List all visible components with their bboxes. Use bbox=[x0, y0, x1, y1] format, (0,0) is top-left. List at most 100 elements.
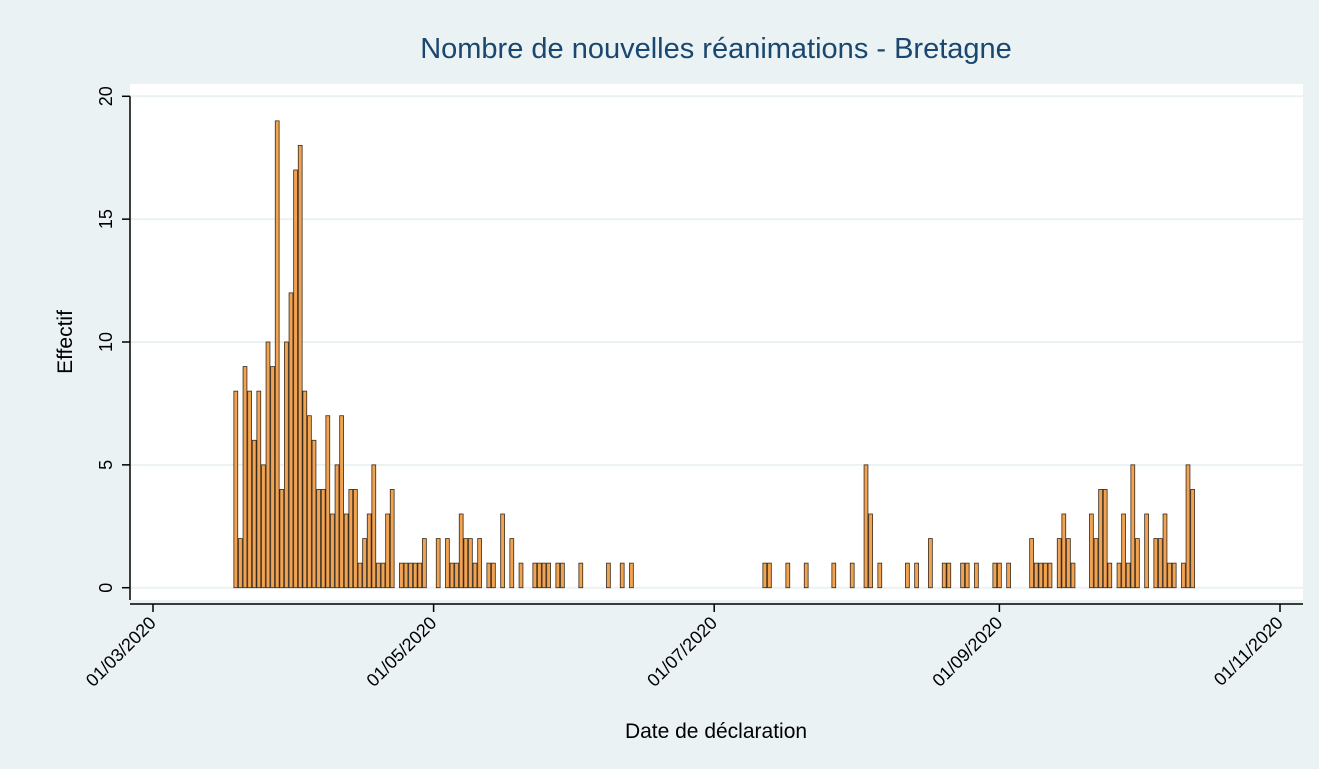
bar bbox=[417, 562, 423, 589]
bar bbox=[767, 562, 772, 589]
bar bbox=[348, 489, 354, 589]
bar bbox=[1098, 489, 1103, 589]
bar bbox=[1089, 513, 1094, 589]
bar bbox=[849, 562, 855, 589]
bar bbox=[458, 513, 464, 589]
bar bbox=[868, 513, 873, 589]
bar bbox=[1153, 538, 1159, 589]
bar bbox=[334, 464, 340, 589]
bar bbox=[619, 562, 625, 589]
bar bbox=[964, 562, 970, 589]
bar bbox=[1125, 562, 1131, 589]
bar bbox=[941, 562, 947, 589]
bar bbox=[343, 513, 349, 589]
chart-title: Nombre de nouvelles réanimations - Breta… bbox=[420, 33, 1012, 65]
y-tick-label: 0 bbox=[96, 583, 116, 593]
bar bbox=[463, 538, 469, 589]
bar bbox=[1162, 513, 1168, 589]
bar bbox=[412, 562, 418, 589]
bar bbox=[274, 120, 280, 589]
bar bbox=[974, 562, 979, 589]
bar bbox=[500, 513, 505, 589]
bar bbox=[960, 562, 965, 589]
bar bbox=[371, 464, 377, 589]
bar bbox=[491, 562, 496, 589]
bar bbox=[270, 366, 275, 589]
bar bbox=[1135, 538, 1140, 589]
y-tick-label: 20 bbox=[96, 86, 116, 106]
bar bbox=[1190, 489, 1195, 589]
bar bbox=[1181, 562, 1186, 589]
bar bbox=[1158, 538, 1163, 589]
bar bbox=[261, 464, 266, 589]
bar bbox=[422, 538, 427, 589]
bar bbox=[477, 538, 482, 589]
bar bbox=[1185, 464, 1191, 589]
bar bbox=[435, 538, 441, 589]
bar bbox=[1047, 562, 1053, 589]
bar bbox=[997, 562, 1002, 589]
bar bbox=[1121, 513, 1126, 589]
bar bbox=[403, 562, 409, 589]
bar bbox=[330, 513, 335, 589]
bar bbox=[1102, 489, 1108, 589]
y-tick-label: 15 bbox=[96, 209, 116, 229]
bar bbox=[1038, 562, 1044, 589]
bar bbox=[385, 513, 390, 589]
bar bbox=[1029, 538, 1034, 589]
bar bbox=[408, 562, 413, 589]
bar bbox=[389, 489, 395, 589]
bar bbox=[242, 366, 248, 589]
bar bbox=[762, 562, 768, 589]
bar bbox=[578, 562, 584, 589]
bar bbox=[449, 562, 455, 589]
bar bbox=[785, 562, 791, 589]
bar bbox=[366, 513, 372, 589]
bar bbox=[302, 390, 308, 589]
bar bbox=[629, 562, 634, 589]
bar bbox=[863, 464, 869, 589]
bar bbox=[325, 415, 331, 589]
y-tick-label: 5 bbox=[96, 460, 116, 470]
bar bbox=[233, 390, 239, 589]
y-axis-label: Effectif bbox=[54, 310, 77, 374]
bar bbox=[288, 292, 294, 589]
bar bbox=[320, 489, 326, 589]
bar bbox=[251, 439, 257, 589]
bar bbox=[537, 562, 542, 589]
bar bbox=[247, 390, 252, 589]
bar bbox=[468, 538, 473, 589]
bar bbox=[518, 562, 524, 589]
bar bbox=[380, 562, 386, 589]
bar bbox=[877, 562, 883, 589]
bar bbox=[928, 538, 933, 589]
bar bbox=[1116, 562, 1122, 589]
bar bbox=[1066, 538, 1071, 589]
bar bbox=[1061, 513, 1067, 589]
bar bbox=[1033, 562, 1039, 589]
bar bbox=[560, 562, 565, 589]
bar bbox=[803, 562, 809, 589]
bar bbox=[339, 415, 344, 589]
bar bbox=[831, 562, 837, 589]
bar bbox=[256, 390, 262, 589]
bar bbox=[606, 562, 611, 589]
bar bbox=[992, 562, 998, 589]
bar bbox=[1093, 538, 1099, 589]
bar bbox=[357, 562, 363, 589]
bar bbox=[297, 145, 303, 589]
bar bbox=[1056, 538, 1062, 589]
bar bbox=[1043, 562, 1048, 589]
bar bbox=[905, 562, 910, 589]
bar bbox=[284, 341, 289, 589]
bar bbox=[307, 415, 312, 589]
bar bbox=[555, 562, 561, 589]
bar bbox=[1130, 464, 1136, 589]
bar bbox=[472, 562, 478, 589]
bar bbox=[353, 489, 358, 589]
bar bbox=[486, 562, 492, 589]
bar bbox=[399, 562, 404, 589]
bar bbox=[1144, 513, 1149, 589]
bar bbox=[376, 562, 381, 589]
bar bbox=[1167, 562, 1172, 589]
